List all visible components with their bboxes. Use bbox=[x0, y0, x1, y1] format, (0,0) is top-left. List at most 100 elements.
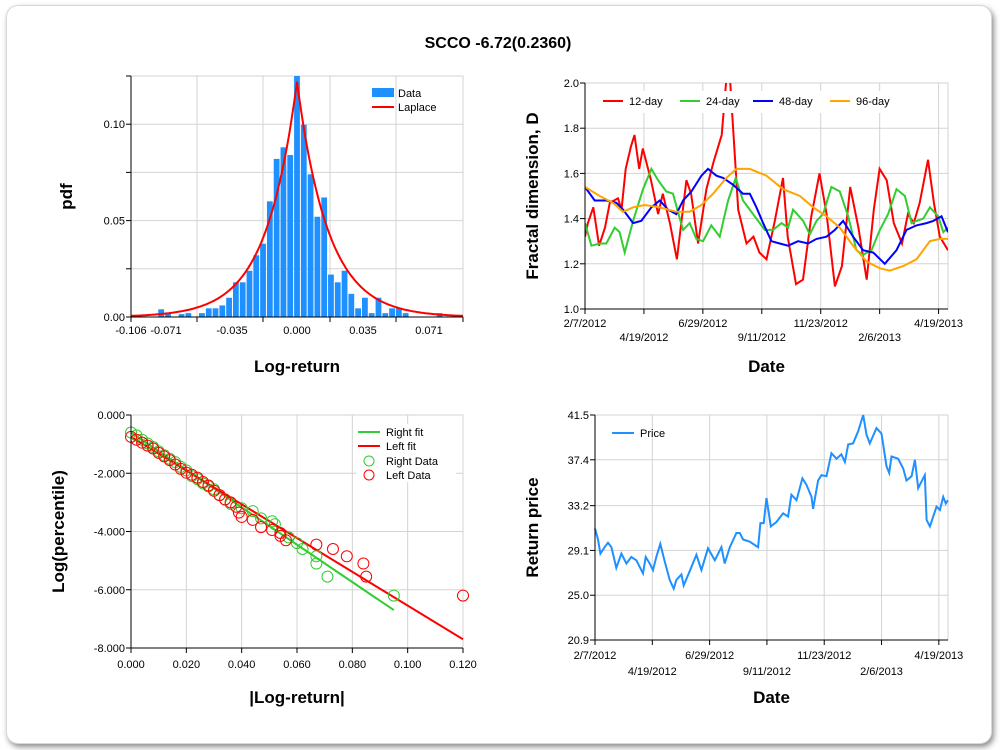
legend-data-swatch bbox=[372, 88, 394, 97]
y-axis-label: pdf bbox=[57, 183, 76, 210]
legend-label: 96-day bbox=[856, 96, 890, 108]
x-tick-label: 0.035 bbox=[349, 325, 377, 337]
x-tick-label: 0.100 bbox=[394, 659, 422, 671]
y-tick-label: -6.000 bbox=[94, 585, 125, 597]
right-data-point bbox=[321, 570, 334, 583]
legend-laplace-label: Laplace bbox=[398, 102, 437, 114]
y-tick-label: 2.0 bbox=[564, 78, 579, 90]
x-tick-label: 6/29/2012 bbox=[678, 318, 727, 330]
x-tick-label: 4/19/2013 bbox=[914, 650, 963, 662]
y-tick-label: 37.4 bbox=[568, 455, 589, 467]
y-tick-label: 41.5 bbox=[568, 410, 589, 422]
x-tick-label: 11/23/2012 bbox=[794, 318, 848, 330]
left-data-point bbox=[360, 570, 373, 583]
y-tick-label: -4.000 bbox=[94, 527, 125, 539]
x-tick-label: -0.071 bbox=[150, 325, 181, 337]
x-tick-label: 2/7/2012 bbox=[574, 650, 617, 662]
histogram-bar bbox=[348, 293, 355, 317]
histogram-bar bbox=[402, 313, 409, 317]
histogram-bar bbox=[260, 243, 266, 317]
right-data-point bbox=[387, 589, 400, 602]
histogram-bar bbox=[232, 282, 239, 317]
left-data-point bbox=[310, 538, 323, 551]
histogram-bar bbox=[185, 313, 192, 317]
y-tick-label: 0.05 bbox=[104, 216, 125, 228]
histogram-bar bbox=[280, 147, 287, 317]
left-data-point bbox=[246, 513, 259, 526]
y-tick-label: 25.0 bbox=[568, 590, 589, 602]
left-data-point bbox=[326, 542, 339, 555]
series-line-24-day bbox=[585, 166, 948, 257]
series-line-48-day bbox=[585, 167, 948, 266]
y-tick-label: 0.00 bbox=[104, 312, 125, 324]
legend-right-data-swatch bbox=[363, 455, 375, 467]
x-tick-label: -0.106 bbox=[115, 325, 146, 337]
y-axis-label: Return price bbox=[523, 477, 542, 577]
y-tick-label: 1.8 bbox=[564, 123, 579, 135]
left-data-point bbox=[279, 534, 292, 547]
left-data-point bbox=[230, 500, 243, 513]
y-tick-label: 1.6 bbox=[564, 168, 579, 180]
legend-label: Right Data bbox=[386, 456, 439, 468]
legend-label: 24-day bbox=[706, 96, 740, 108]
x-tick-label: -0.035 bbox=[216, 325, 247, 337]
histogram-bar bbox=[219, 305, 226, 317]
legend-left-data-swatch bbox=[363, 469, 375, 481]
y-tick-label: 1.4 bbox=[564, 214, 579, 226]
histogram-bar bbox=[368, 313, 375, 317]
y-tick-label: 20.9 bbox=[568, 635, 589, 647]
histogram-bar bbox=[375, 297, 382, 317]
left-data-point bbox=[457, 589, 469, 602]
histogram-bar bbox=[321, 197, 328, 317]
histogram-bar bbox=[314, 216, 321, 317]
histogram-bar bbox=[395, 308, 402, 317]
series-line-12-day bbox=[585, 83, 948, 287]
legend-label: Left fit bbox=[386, 441, 416, 453]
x-tick-label: 4/19/2012 bbox=[628, 666, 677, 678]
legend-label: Left Data bbox=[386, 470, 432, 482]
histogram-bar bbox=[355, 308, 362, 317]
fractal-panel: 12-day 24-day 48-day 96-day 1.0 1.2 1.4 1.6 1.8 2… bbox=[564, 78, 963, 344]
histogram-bar bbox=[341, 270, 348, 317]
x-tick-label: 11/23/2012 bbox=[797, 650, 851, 662]
x-axis-label: Date bbox=[753, 688, 790, 707]
legend-label: 48-day bbox=[779, 96, 813, 108]
histogram-bar bbox=[205, 308, 212, 317]
x-tick-label: 9/11/2012 bbox=[738, 332, 786, 344]
left-data-point bbox=[185, 468, 198, 481]
histogram-bar bbox=[273, 158, 280, 317]
left-data-point bbox=[340, 550, 353, 563]
histogram-bar bbox=[199, 313, 205, 317]
plot-border bbox=[594, 414, 949, 641]
right-data-point bbox=[310, 550, 323, 563]
left-data-point bbox=[357, 557, 370, 570]
right-data-point bbox=[296, 542, 309, 555]
left-data-point bbox=[235, 510, 248, 523]
legend-label: Right fit bbox=[386, 427, 423, 439]
x-tick-label: 6/29/2012 bbox=[685, 650, 734, 662]
x-tick-label: 0.040 bbox=[228, 659, 256, 671]
x-tick-label: 9/11/2012 bbox=[743, 666, 791, 678]
histogram-bar bbox=[246, 270, 253, 317]
y-tick-label: -8.000 bbox=[94, 643, 125, 655]
x-axis-label: Log-return bbox=[254, 357, 340, 376]
histogram-panel: 0.00 0.05 0.10 -0.106 -0.071 -0.035 0.000 0.035… bbox=[104, 75, 464, 337]
histogram-bar bbox=[334, 282, 341, 317]
figure-title: SCCO -6.72(0.2360) bbox=[425, 35, 572, 52]
x-tick-label: 4/19/2012 bbox=[619, 332, 668, 344]
histogram-bar bbox=[389, 308, 395, 317]
left-data-point bbox=[136, 436, 149, 449]
x-tick-label: 2/7/2012 bbox=[564, 318, 607, 330]
histogram-bar bbox=[266, 201, 273, 317]
x-tick-label: 4/19/2013 bbox=[914, 318, 963, 330]
price-panel: Price 20.9 25.0 29.1 33.2 37.4 41.5 2/7/2012 4/1… bbox=[568, 410, 964, 678]
legend-box bbox=[598, 91, 898, 113]
legend-data-label: Data bbox=[398, 88, 422, 100]
y-axis-label: Fractal dimension, D bbox=[523, 112, 542, 279]
x-tick-label: 0.120 bbox=[449, 659, 477, 671]
series-line-96-day bbox=[585, 167, 948, 272]
x-tick-label: 2/6/2013 bbox=[860, 666, 903, 678]
laplace-curve bbox=[130, 81, 464, 317]
left-data-point bbox=[255, 521, 268, 534]
